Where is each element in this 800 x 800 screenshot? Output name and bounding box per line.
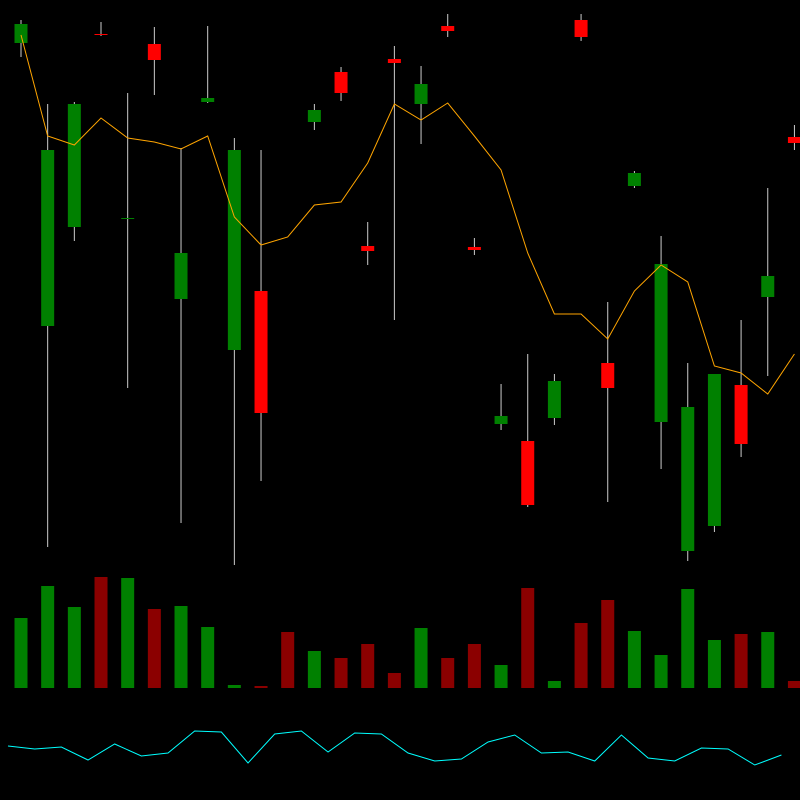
- volume-bar: [627, 631, 641, 688]
- volume-bar: [707, 640, 721, 688]
- candle-body: [254, 291, 268, 413]
- volume-bar: [761, 632, 775, 688]
- candle-body: [121, 218, 135, 219]
- candle-body: [201, 98, 215, 102]
- candle-body: [227, 150, 241, 350]
- candle-body: [41, 150, 55, 326]
- volume-bar: [41, 586, 55, 688]
- line: [20, 34, 795, 395]
- candle-body: [441, 26, 455, 31]
- candle-body: [681, 407, 695, 551]
- volume-bar: [227, 685, 241, 688]
- volume-bar: [414, 628, 428, 688]
- volume-bar: [361, 644, 375, 688]
- candle-body: [334, 72, 348, 93]
- candle-body: [627, 173, 641, 186]
- volume-bar: [94, 577, 108, 688]
- volume-bar: [121, 578, 135, 688]
- volume-bar: [521, 588, 535, 688]
- volume-bar: [174, 606, 188, 688]
- volume-bar: [787, 681, 800, 688]
- candle-body: [734, 385, 748, 444]
- volume-bar: [654, 655, 668, 688]
- candle-body: [147, 44, 161, 60]
- volume-bar: [281, 632, 295, 688]
- volume-bar: [441, 658, 455, 688]
- volume-bar: [494, 665, 508, 688]
- candle-body: [494, 416, 508, 424]
- candle-body: [467, 247, 481, 250]
- candle-body: [574, 20, 588, 37]
- volume-bar: [334, 658, 348, 688]
- candle-body: [14, 24, 28, 43]
- candle-body: [601, 363, 615, 388]
- volume-bar: [601, 600, 615, 688]
- candle-body: [94, 34, 108, 35]
- candle-body: [547, 381, 561, 418]
- volume-bar: [147, 609, 161, 688]
- volume-bar: [387, 673, 401, 688]
- candle-body: [67, 104, 81, 227]
- volume-bar: [467, 644, 481, 688]
- candle-body: [761, 276, 775, 297]
- candle-body: [521, 441, 535, 505]
- candle-body: [387, 59, 401, 63]
- volume-bar: [307, 651, 321, 688]
- candle-body: [361, 246, 375, 251]
- line: [7, 730, 782, 766]
- volume-bar: [574, 623, 588, 688]
- volume-bar: [254, 686, 268, 688]
- volume-bar: [734, 634, 748, 688]
- candle-body: [174, 253, 188, 299]
- volume-bar: [67, 607, 81, 688]
- volume-bar: [14, 618, 28, 688]
- candle-body: [414, 84, 428, 104]
- candle-body: [707, 374, 721, 526]
- volume-bar: [201, 627, 215, 688]
- volume-bar: [547, 681, 561, 688]
- candle-body: [787, 137, 800, 143]
- volume-bar: [681, 589, 695, 688]
- candle-body: [307, 110, 321, 122]
- candle-body: [654, 264, 668, 422]
